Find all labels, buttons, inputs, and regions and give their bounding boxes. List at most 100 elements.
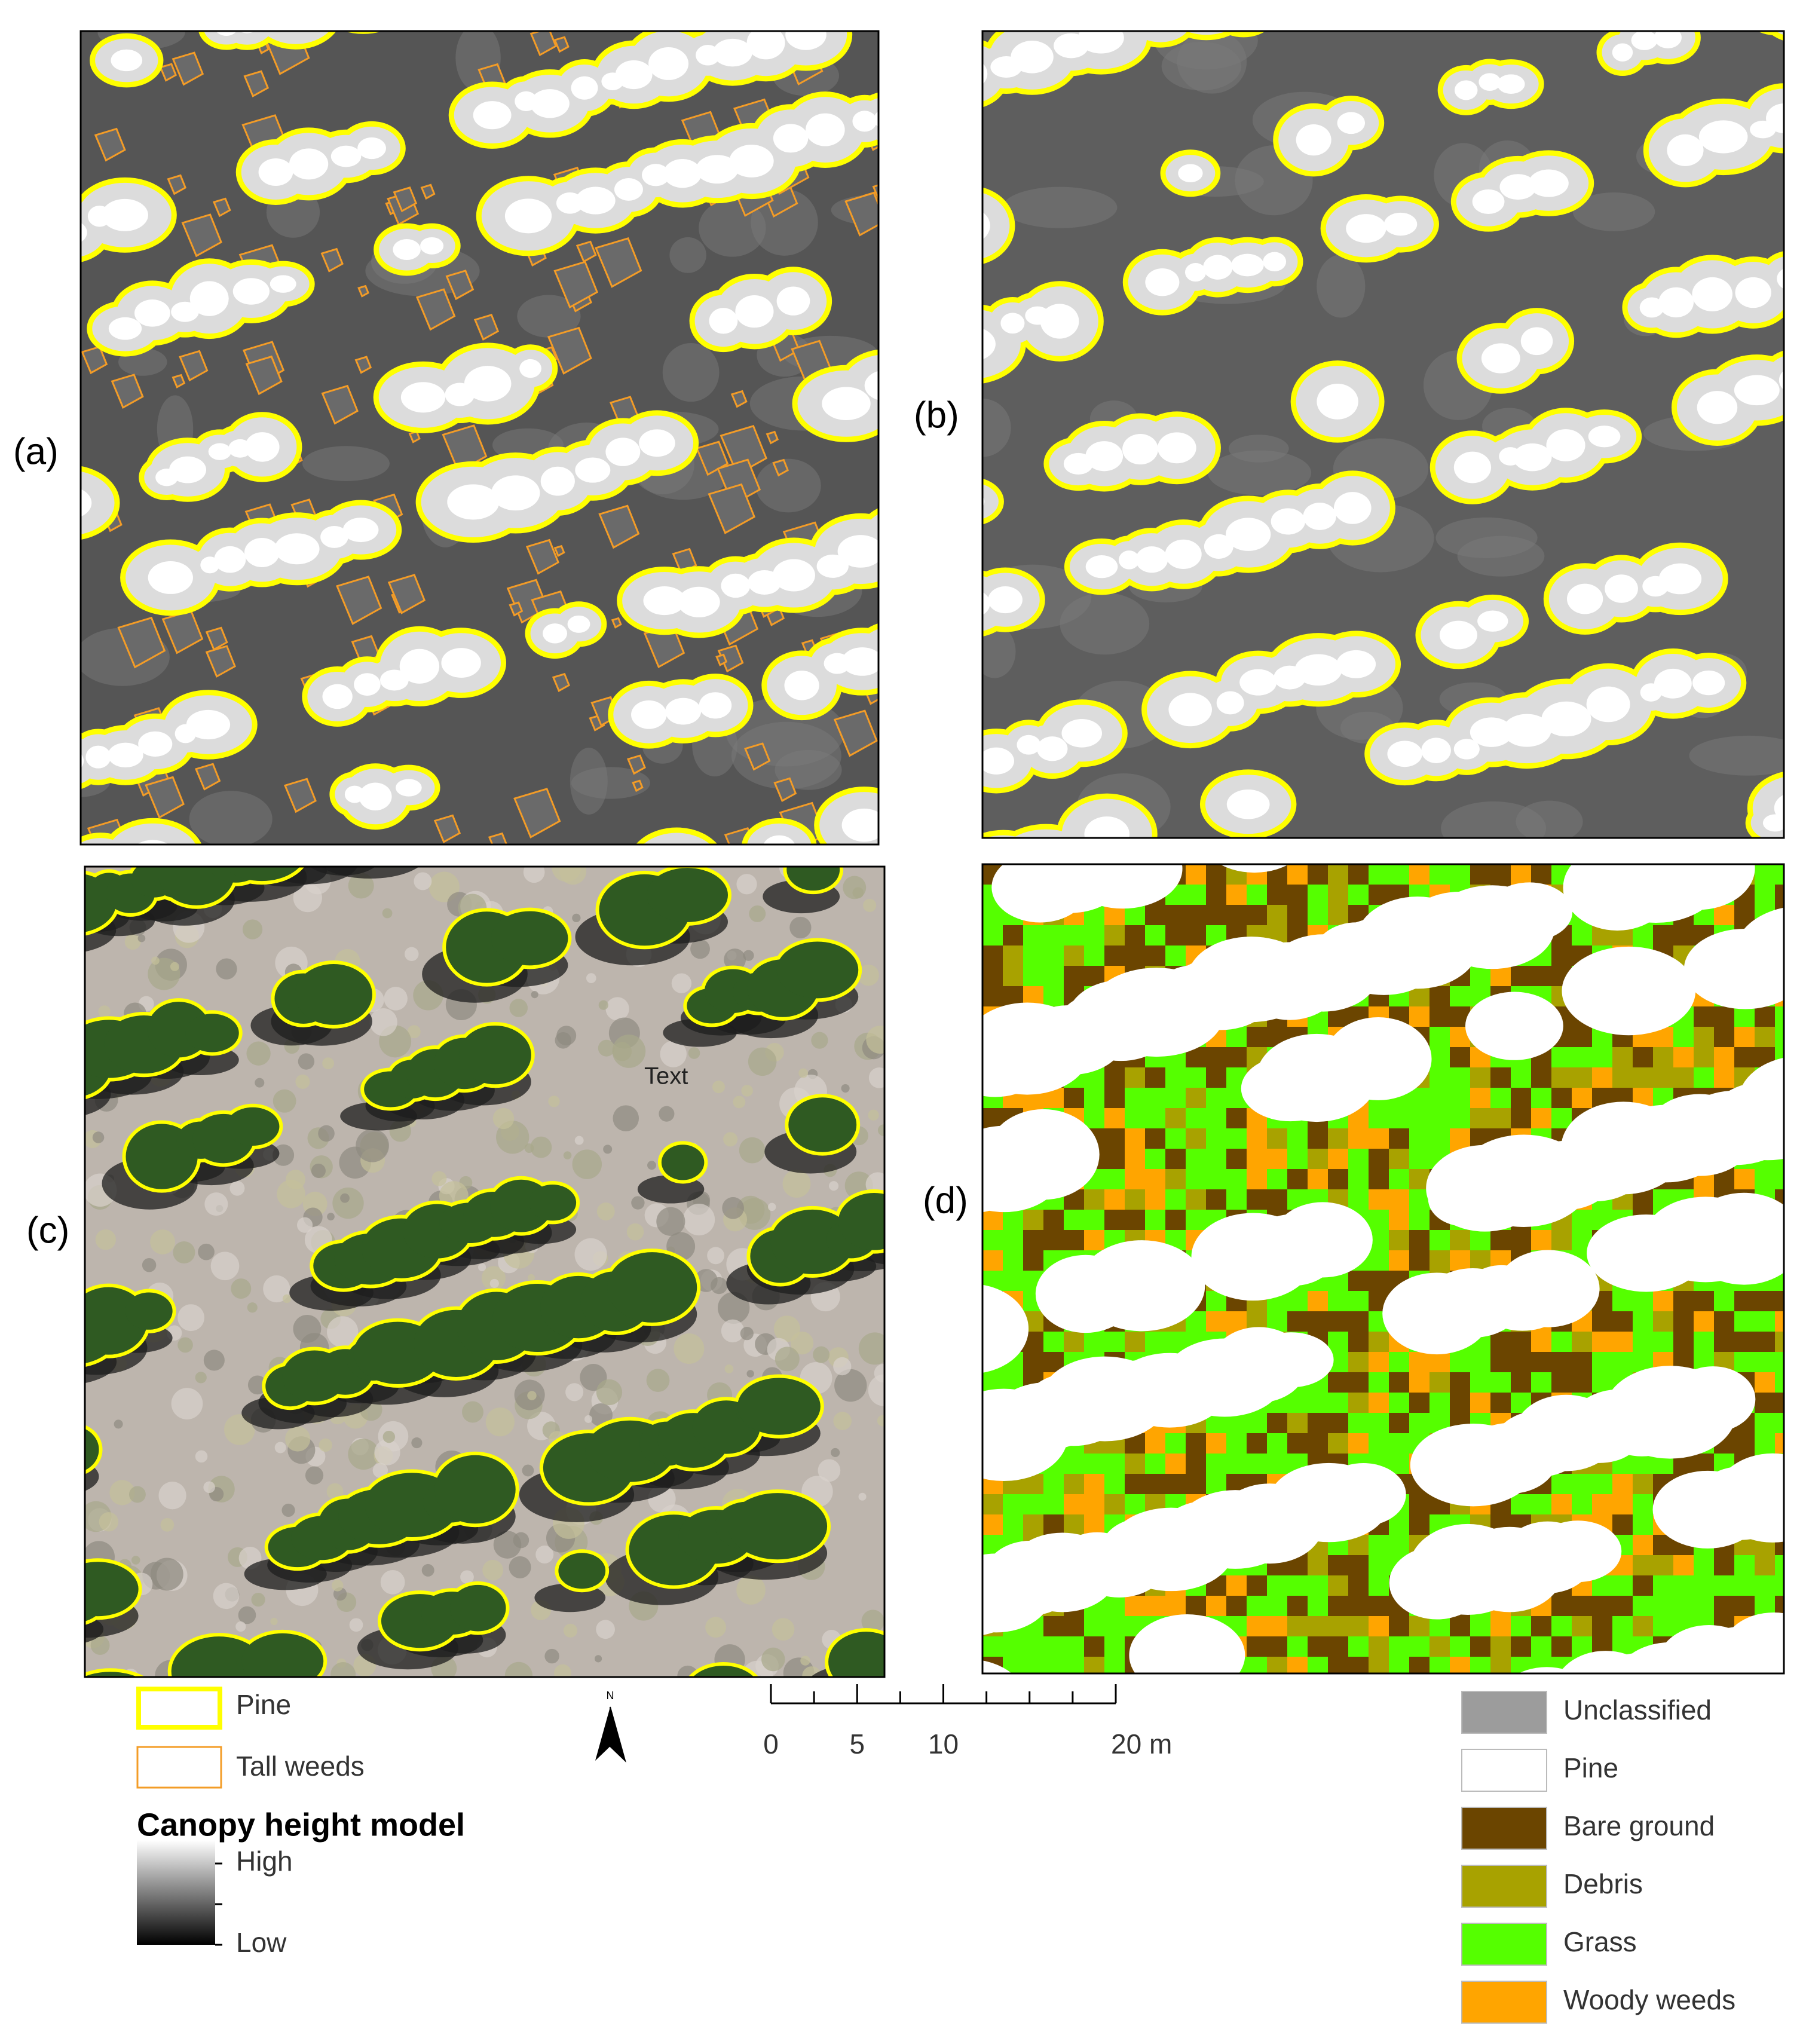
class-cell	[1409, 1006, 1430, 1027]
class-cell	[1084, 1088, 1105, 1109]
pine-top	[138, 731, 173, 757]
photo-texture	[584, 1415, 593, 1423]
photo-texture	[523, 867, 545, 883]
class-cell	[1023, 966, 1044, 987]
frame	[981, 30, 1785, 839]
pine-top	[1667, 134, 1704, 166]
pine-top	[1296, 124, 1331, 156]
photo-texture	[683, 1204, 715, 1236]
class-cell	[1247, 1657, 1268, 1673]
class-cell	[1511, 1494, 1532, 1515]
class-cell	[1308, 1636, 1329, 1657]
class-cell	[1186, 1128, 1207, 1149]
class-cell	[1490, 1616, 1511, 1637]
class-cell	[1389, 1636, 1410, 1657]
pine-top	[1145, 268, 1180, 296]
photo-texture	[281, 1503, 295, 1517]
pine-top	[52, 864, 85, 890]
class-cell	[1734, 1311, 1755, 1332]
class-cell	[1612, 1047, 1633, 1068]
photo-texture	[295, 1074, 310, 1089]
class-cell	[1389, 1514, 1410, 1535]
pine-top	[1085, 555, 1118, 579]
class-cell	[1226, 1189, 1247, 1210]
class-cell	[1775, 1352, 1784, 1373]
pine-top	[473, 101, 512, 130]
class-cell	[1247, 1169, 1268, 1190]
pine-crown	[737, 1378, 821, 1435]
class-cell	[1633, 1514, 1654, 1535]
pine-top	[1586, 686, 1630, 723]
class-cell	[1490, 864, 1511, 885]
class-cell	[1145, 1596, 1166, 1617]
pine-class	[982, 1284, 1029, 1373]
legend-swatch	[1461, 1981, 1547, 2024]
pine-class	[1063, 864, 1183, 909]
pine-crown	[458, 1025, 531, 1085]
photo-texture	[348, 873, 374, 899]
class-cell	[1308, 864, 1329, 885]
pine-top	[1439, 620, 1477, 650]
tall-weed-outline	[553, 261, 599, 309]
photo-texture	[598, 1039, 615, 1057]
class-cell	[1247, 905, 1268, 926]
tall-weed-outline	[321, 384, 359, 425]
pine-top	[81, 753, 84, 769]
pine-class	[987, 1109, 1100, 1200]
class-cell	[1470, 1352, 1491, 1373]
class-cell	[1511, 1657, 1532, 1673]
class-cell	[1450, 986, 1471, 1007]
class-cell	[1694, 1596, 1715, 1617]
pine-crown	[838, 1192, 884, 1250]
photo-texture	[177, 1304, 204, 1332]
class-cell	[1612, 1616, 1633, 1637]
pine-top	[982, 592, 990, 615]
photo-texture	[527, 1391, 537, 1400]
class-cell	[1186, 1433, 1207, 1454]
class-cell	[1409, 1149, 1430, 1170]
class-cell	[1775, 1575, 1784, 1596]
pine-crown	[434, 1455, 516, 1524]
class-cell	[1084, 1454, 1105, 1474]
tall-weed-outline	[626, 754, 646, 775]
class-cell	[1328, 1433, 1349, 1454]
pine-crown	[982, 484, 999, 519]
pine-top	[81, 489, 92, 517]
photo-texture	[109, 1480, 135, 1506]
pine-top	[696, 155, 739, 184]
photo-texture	[724, 1364, 734, 1373]
tall-weed-outline	[243, 70, 270, 97]
class-cell	[1287, 885, 1308, 905]
pine-top	[530, 89, 570, 118]
class-cell	[1389, 1149, 1410, 1170]
photo-texture	[798, 1068, 809, 1078]
scale-label: 20 m	[1111, 1728, 1172, 1760]
pine-outline	[653, 1678, 727, 1740]
pine-top	[1421, 738, 1451, 763]
class-cell	[1145, 925, 1166, 946]
pine-top	[186, 709, 231, 740]
class-cell	[1104, 1149, 1125, 1170]
class-cell	[1775, 1291, 1784, 1312]
class-cell	[1267, 1169, 1288, 1190]
class-cell	[1511, 1067, 1532, 1088]
class-cell	[1450, 1230, 1471, 1251]
pine-top	[1337, 112, 1365, 134]
pine-class	[1325, 1017, 1432, 1100]
photo-texture	[124, 934, 141, 950]
class-cell	[1287, 1596, 1308, 1617]
photo-texture	[782, 1170, 811, 1198]
class-cell	[1247, 1575, 1268, 1596]
class-cell	[1409, 1413, 1430, 1434]
class-cell	[1145, 1128, 1166, 1149]
class-cell	[1125, 1332, 1146, 1353]
class-cell	[1694, 1006, 1715, 1027]
pine-class	[1248, 1332, 1334, 1388]
pine-top	[441, 648, 481, 678]
pine-crown	[491, 911, 568, 966]
photo-texture	[598, 1000, 608, 1010]
class-cell	[1389, 1230, 1410, 1251]
class-cell	[1104, 1108, 1125, 1129]
class-cell	[1734, 1169, 1755, 1190]
class-cell	[1084, 925, 1105, 946]
